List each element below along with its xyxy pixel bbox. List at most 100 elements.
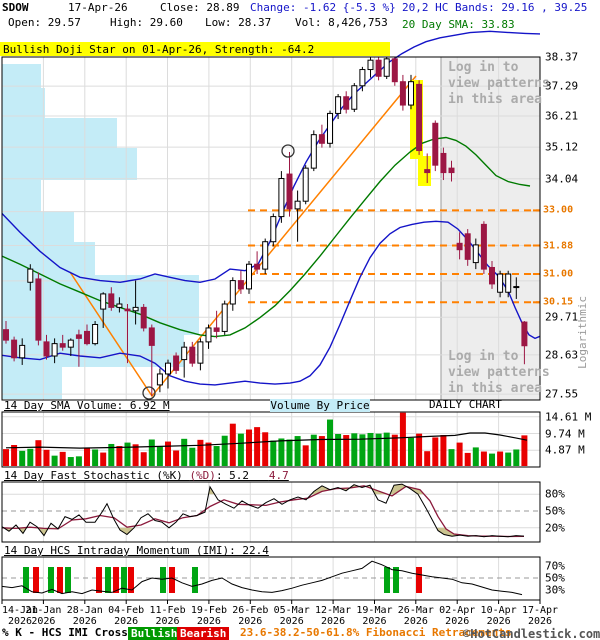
volume-bar: [310, 434, 317, 466]
vbp-bar: [2, 212, 74, 242]
volume-bar: [75, 456, 82, 466]
hc-band-upper: [1, 30, 541, 284]
candle-body: [3, 329, 9, 341]
volume-bar: [489, 453, 495, 466]
volume-bar: [416, 433, 423, 466]
low-value: Low: 28.37: [205, 16, 272, 29]
candle-body: [229, 280, 236, 305]
volume-bar: [480, 451, 487, 466]
volume-by-price-chip[interactable]: Volume By Price: [270, 399, 370, 412]
candle-body: [505, 273, 512, 293]
vbp-bar: [2, 64, 41, 88]
volume-bar: [318, 436, 325, 466]
candle-body: [205, 327, 212, 343]
sma20-value: 20 Day SMA: 33.83: [402, 18, 515, 31]
stochastic-label[interactable]: 14 Day Fast Stochastic (%K) (%D): 5.2 4.…: [4, 469, 289, 482]
candle-body: [254, 263, 261, 270]
hc-bands-value: 20,2 HC Bands: 29.16 , 39.25: [402, 1, 588, 14]
volume-value: Vol: 8,426,753: [295, 16, 388, 29]
imi-signal-bar: [128, 567, 134, 593]
volume-sma-label[interactable]: 14 Day SMA Volume: 6.92 M: [4, 399, 170, 412]
stochastic-tick-label: 50%: [545, 504, 565, 518]
imi-signal-bar: [393, 567, 399, 593]
volume-bar: [513, 449, 520, 466]
quote-date: 17-Apr-26: [68, 1, 128, 14]
volume-bar: [464, 452, 471, 466]
price-tick-label: 27.55: [545, 387, 579, 401]
candle-body: [84, 330, 90, 345]
candle-body: [440, 152, 447, 174]
login-overlay-bottom[interactable]: Log in to view patterns in this area: [448, 349, 550, 396]
high-value: High: 29.60: [110, 16, 183, 29]
date-tick-label: 26-Feb 2026: [232, 605, 269, 627]
volume-bar: [327, 419, 333, 466]
candle-body: [408, 81, 414, 106]
candle-body: [270, 216, 277, 243]
date-tick-label: 11-Feb 2026: [149, 605, 186, 627]
volume-bar: [156, 446, 163, 466]
pattern-banner[interactable]: Bullish Doji Star on 01-Apr-26, Strength…: [0, 42, 390, 56]
close-value: Close: 28.89: [160, 1, 240, 14]
candle-body: [286, 173, 293, 210]
volume-bar: [132, 444, 139, 466]
volume-bar: [197, 439, 204, 466]
candle-body: [294, 200, 301, 210]
date-tick-label: 28-Jan 2026: [66, 605, 103, 627]
copyright-link[interactable]: ©HotCandlestick.com: [463, 627, 600, 640]
pattern-circle: [281, 144, 295, 158]
volume-bar: [229, 423, 236, 466]
candle-body: [165, 362, 171, 375]
volume-bar: [140, 452, 147, 466]
volume-tick-label: 9.74 M: [545, 427, 585, 441]
imi-line: [1, 560, 523, 596]
candle-body: [100, 293, 107, 310]
volume-bar: [3, 449, 9, 466]
candle-body: [521, 321, 528, 347]
date-tick-label: 02-Apr 2026: [439, 605, 476, 627]
footer: % K - HCS IMI Crossover, Bullish Bearish…: [0, 627, 600, 640]
candle-body: [156, 373, 163, 386]
daily-chart-label: DAILY CHART: [429, 398, 502, 411]
login-overlay-top[interactable]: Log in to view patterns in this area: [448, 60, 550, 107]
imi-tick-label: 70%: [545, 559, 565, 573]
volume-bar: [343, 435, 350, 466]
volume-bar: [189, 447, 196, 466]
date-tick-label: 04-Feb 2026: [108, 605, 145, 627]
candle-body: [343, 96, 350, 110]
volume-bar: [424, 451, 431, 466]
volume-bar: [286, 439, 293, 466]
volume-bar: [59, 451, 66, 466]
candle-body: [383, 58, 390, 77]
volume-tick-label: 4.87 M: [545, 443, 585, 457]
imi-signal-bar: [105, 567, 111, 593]
candle-body: [11, 339, 18, 359]
candle-body: [489, 266, 495, 285]
volume-tick-label: 14.61 M: [545, 410, 592, 424]
imi-tick-label: 50%: [545, 571, 565, 585]
volume-bar: [359, 434, 366, 466]
imi-signal-bar: [23, 567, 29, 593]
price-tick-label: 28.63: [545, 348, 579, 362]
volume-bar: [497, 451, 504, 466]
fib-level-label: 31.88: [543, 240, 574, 252]
volume-bar: [432, 437, 439, 466]
candle-body: [424, 169, 431, 174]
volume-bar: [173, 450, 180, 466]
candle-body: [375, 59, 382, 77]
volume-bar: [294, 436, 301, 466]
candle-body: [43, 341, 50, 357]
imi-label[interactable]: 14 Day HCS Intraday Momentum (IMI): 22.4: [4, 544, 269, 557]
volume-bar: [521, 435, 528, 466]
bullish-badge: Bullish: [128, 627, 181, 640]
date-tick-label: 12-Mar 2026: [315, 605, 352, 627]
stochastic-d-line: [1, 485, 525, 538]
candle-body: [124, 308, 131, 312]
imi-signal-bar: [113, 567, 119, 593]
volume-bar: [456, 442, 463, 466]
imi-signal-bar: [48, 567, 54, 593]
volume-bar: [84, 448, 90, 466]
fibonacci-legend: 23.6-38.2-50-61.8% Fibonacci Retracement…: [240, 626, 512, 639]
date-tick-label: 19-Mar 2026: [356, 605, 393, 627]
